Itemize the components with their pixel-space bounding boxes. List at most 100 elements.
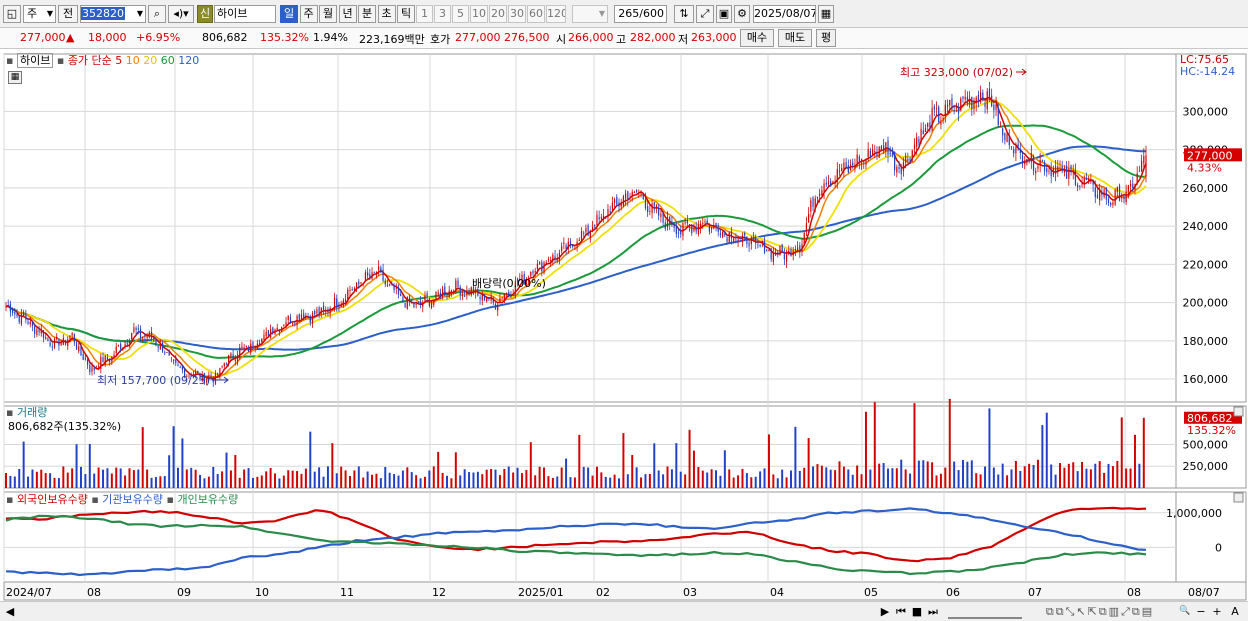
candle-body: [858, 156, 860, 164]
volume-bar: [1010, 469, 1013, 488]
period-tab-1[interactable]: 주: [299, 5, 318, 23]
x-tick-label: 06: [946, 586, 960, 599]
play-button[interactable]: ▶: [880, 605, 890, 618]
layout-tools-icon[interactable]: ⧉⧉⤡↖⇱⧉▥⤢⧉▤: [1045, 605, 1155, 618]
candle-body: [777, 252, 779, 255]
candle-body: [247, 347, 250, 352]
chart-type-select[interactable]: 주 ▼: [23, 5, 56, 23]
ma-120-line: [5, 145, 1147, 351]
turnover: 1.94%: [313, 31, 348, 44]
period-tab-4[interactable]: 분: [358, 5, 376, 23]
stop-button[interactable]: ■: [911, 605, 923, 618]
candle-body: [153, 336, 155, 342]
timeframe-select[interactable]: ▼: [572, 5, 608, 23]
chart-type-label: 주: [27, 7, 38, 20]
timeframe-tab-30[interactable]: 30: [508, 5, 526, 23]
candle-body: [1099, 189, 1101, 201]
candle-body: [124, 343, 126, 347]
candle-body: [197, 370, 199, 374]
period-tab-0[interactable]: 일: [280, 5, 298, 23]
zoom-icon[interactable]: 🔍: [1179, 606, 1191, 616]
calendar-icon[interactable]: ▦: [818, 5, 834, 23]
save-icon[interactable]: ▣: [716, 5, 732, 23]
draw-tool-icon[interactable]: ⤢: [696, 5, 714, 23]
volume-bar: [454, 452, 457, 488]
count-input[interactable]: 265/600: [614, 5, 667, 23]
volume-bar: [93, 473, 96, 488]
timeframe-tab-5[interactable]: 5: [452, 5, 469, 23]
grid-toggle-icon[interactable]: ▦: [8, 71, 22, 84]
volume-close-icon: [1233, 406, 1244, 417]
candle-body: [561, 246, 563, 252]
ma-20-line: [5, 100, 1147, 376]
holdings-line-1: [5, 507, 1147, 577]
volume-bar: [776, 478, 779, 488]
candle-body: [18, 316, 20, 323]
candle-body: [221, 366, 223, 368]
window-menu-icon[interactable]: ◱: [3, 5, 21, 23]
candle-body: [845, 162, 847, 168]
candle-body: [281, 326, 283, 332]
last-button[interactable]: ⏭: [928, 605, 938, 618]
candle-body: [351, 289, 353, 291]
search-icon[interactable]: ⌕: [148, 5, 166, 23]
candle-body: [380, 267, 382, 271]
date-input[interactable]: 2025/08/07: [753, 5, 816, 23]
period-tab-3[interactable]: 년: [338, 5, 357, 23]
indicator-icon[interactable]: ⇅: [674, 5, 694, 23]
zoom-slider[interactable]: [948, 604, 1022, 619]
period-tab-2[interactable]: 월: [319, 5, 337, 23]
candle-body: [378, 266, 380, 270]
candle-body: [550, 260, 552, 262]
candle-body: [629, 197, 631, 199]
candle-body: [263, 334, 265, 340]
stock-code-input[interactable]: 352820 ▼: [80, 5, 146, 23]
candle-body: [395, 287, 397, 289]
period-tab-6[interactable]: 틱: [397, 5, 415, 23]
zoom-out-icon[interactable]: −: [1196, 605, 1206, 618]
candle-body: [49, 342, 51, 346]
timeframe-tab-120[interactable]: 120: [546, 5, 566, 23]
first-button[interactable]: ⏮: [896, 605, 906, 618]
period-tab-5[interactable]: 초: [377, 5, 396, 23]
low-annotation: 최저 157,700 (09/23): [97, 374, 210, 387]
timeframe-tab-1[interactable]: 1: [416, 5, 433, 23]
candle-body: [12, 310, 14, 314]
timeframe-tab-10[interactable]: 10: [470, 5, 488, 23]
chart-svg[interactable]: 160,000 180,000 200,000 220,000 240,000 260,0…: [0, 50, 1248, 602]
timeframe-tab-60[interactable]: 60: [527, 5, 545, 23]
volume-bar: [895, 468, 898, 488]
candle-body: [236, 355, 239, 362]
stock-name-field[interactable]: 하이브: [214, 5, 276, 23]
price-panel: [3, 53, 1177, 403]
font-size-icon[interactable]: A: [1231, 605, 1239, 618]
candle-body: [5, 306, 7, 308]
candle-body: [715, 222, 717, 227]
chart-area[interactable]: 160,000 180,000 200,000 220,000 240,000 260,0…: [0, 50, 1248, 602]
candle-body: [834, 180, 836, 182]
volume-bar: [265, 471, 268, 488]
candle-body: [261, 338, 263, 343]
candle-body: [486, 298, 488, 302]
candle-body: [519, 279, 521, 281]
candle-body: [170, 357, 172, 359]
gear-icon[interactable]: ⚙: [734, 5, 750, 23]
candle-body: [274, 329, 276, 334]
sound-icon[interactable]: ◂)▾: [168, 5, 194, 23]
zoom-in-icon[interactable]: +: [1212, 605, 1222, 618]
volume-bar: [820, 465, 823, 488]
timeframe-tab-20[interactable]: 20: [489, 5, 507, 23]
candle-body: [411, 302, 413, 304]
market-button[interactable]: 전: [58, 5, 78, 23]
candle-body: [265, 331, 267, 337]
timeframe-tab-3[interactable]: 3: [434, 5, 451, 23]
sell-button[interactable]: 매도: [778, 29, 812, 47]
candle-body: [314, 311, 316, 315]
candle-body: [155, 339, 157, 346]
candle-body: [58, 338, 60, 346]
candle-body: [309, 316, 311, 323]
eval-button[interactable]: 평: [816, 29, 836, 47]
buy-button[interactable]: 매수: [740, 29, 774, 47]
candle-body: [397, 287, 400, 295]
scroll-left-icon[interactable]: ◀: [5, 605, 15, 618]
